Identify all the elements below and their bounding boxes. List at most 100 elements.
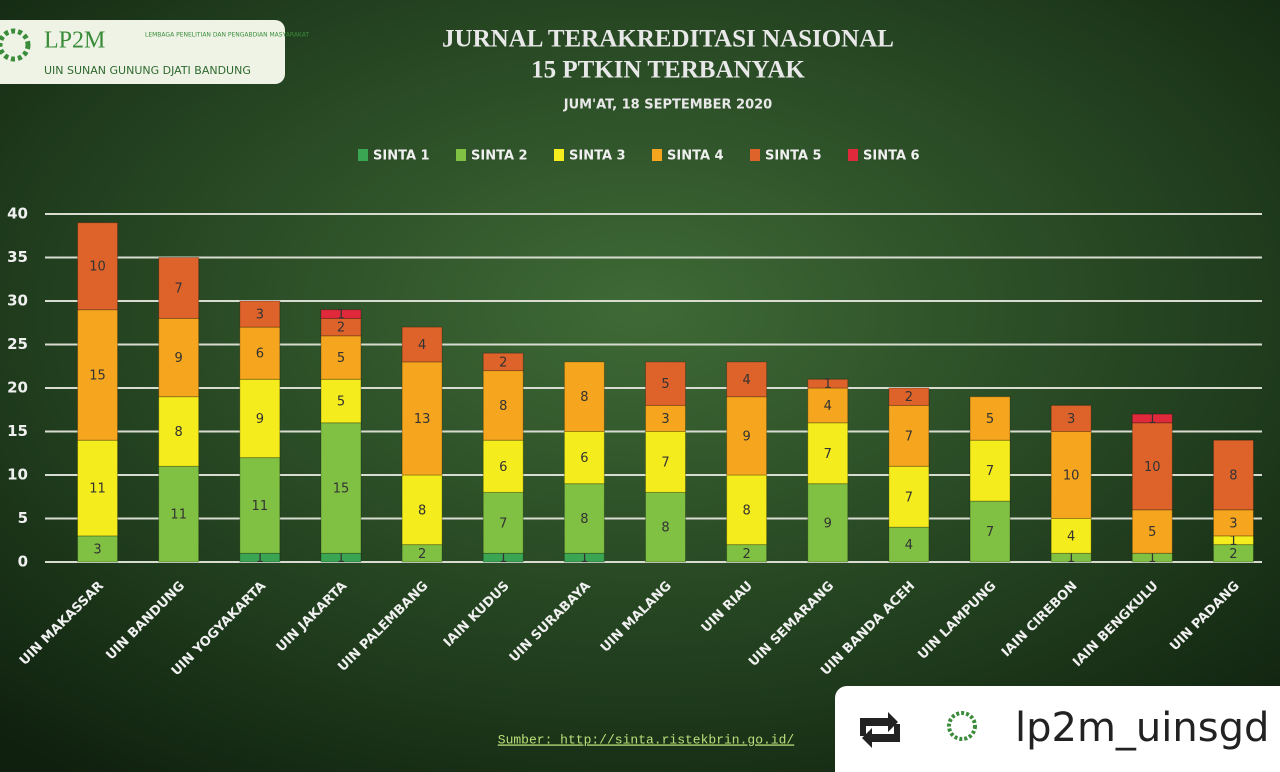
y-tick-label: 10 xyxy=(7,466,28,484)
source: Sumber: http://sinta.ristekbrin.go.id/ xyxy=(498,732,795,747)
data-label: 15 xyxy=(89,368,106,383)
bar-segment xyxy=(1050,404,1092,432)
bar-segment xyxy=(1212,439,1254,511)
data-label: 2 xyxy=(1229,547,1237,562)
bar-segment xyxy=(158,465,200,563)
legend-label: SINTA 4 xyxy=(667,149,724,164)
bar-segment xyxy=(888,526,930,563)
bar-segment xyxy=(969,500,1011,563)
bar-segment xyxy=(320,309,362,319)
data-label: 4 xyxy=(418,338,426,353)
data-label: 7 xyxy=(661,455,669,470)
bar-segment xyxy=(320,422,362,554)
data-label: 7 xyxy=(986,525,994,540)
bar-segment xyxy=(239,326,281,380)
data-label: 2 xyxy=(742,547,750,562)
chart-title: JURNAL TERAKREDITASI NASIONAL xyxy=(442,26,894,53)
y-tick-label: 20 xyxy=(7,379,28,397)
y-tick-label: 40 xyxy=(7,205,28,223)
y-tick-label: 0 xyxy=(18,553,28,571)
bar-segment xyxy=(401,474,443,546)
y-tick-label: 25 xyxy=(7,335,28,353)
data-label: 11 xyxy=(170,508,187,523)
data-label: 8 xyxy=(580,390,588,405)
bar-segment xyxy=(239,378,281,459)
bar-segment xyxy=(158,257,200,319)
legend-swatch xyxy=(554,149,564,161)
legend-label: SINTA 2 xyxy=(471,149,528,164)
bar-segment xyxy=(969,396,1011,441)
bar-segment xyxy=(726,396,768,476)
data-label: 7 xyxy=(824,447,832,462)
subtitle: JUM'AT, 18 SEPTEMBER 2020 xyxy=(563,98,772,113)
data-label: 1 xyxy=(256,551,264,566)
bar-segment xyxy=(645,431,686,493)
data-label: 3 xyxy=(1229,516,1237,531)
bar-segment xyxy=(888,404,930,467)
data-label: 1 xyxy=(1229,534,1237,549)
bar-segment xyxy=(1212,535,1254,546)
logo-sub: LEMBAGA PENELITIAN DAN PENGABDIAN MASYAR… xyxy=(145,32,309,39)
data-label: 7 xyxy=(175,281,183,296)
data-label: 8 xyxy=(580,512,588,527)
data-label: 4 xyxy=(824,399,832,414)
bar-segment xyxy=(888,387,930,406)
bar-segment xyxy=(1131,509,1173,554)
data-label: 3 xyxy=(256,308,264,323)
y-tick-label: 15 xyxy=(7,422,28,440)
badge-bg xyxy=(835,686,1280,772)
bar-segment xyxy=(482,491,524,554)
bar-segment xyxy=(320,378,362,424)
legend-label: SINTA 6 xyxy=(863,149,920,164)
data-label: 7 xyxy=(905,490,913,505)
bar-segment xyxy=(726,361,768,398)
data-label: 11 xyxy=(89,482,106,497)
data-label: 8 xyxy=(499,399,507,414)
bar-segment xyxy=(969,439,1011,502)
y-tick-label: 35 xyxy=(7,248,28,266)
data-label: 5 xyxy=(986,412,994,427)
legend-label: SINTA 3 xyxy=(569,149,626,164)
data-label: 3 xyxy=(661,412,669,427)
data-label: 10 xyxy=(1063,469,1080,484)
data-label: 2 xyxy=(418,547,426,562)
data-label: 7 xyxy=(905,429,913,444)
bar-segment xyxy=(482,439,524,493)
bar-segment xyxy=(401,326,443,363)
bar-segment xyxy=(239,457,281,554)
bar-segment xyxy=(563,431,605,485)
bar-segment xyxy=(401,361,443,476)
data-label: 1 xyxy=(1148,412,1156,427)
data-label: 2 xyxy=(905,390,913,405)
data-label: 1 xyxy=(1148,551,1156,566)
badge-logo xyxy=(947,711,977,741)
bar-segment xyxy=(77,309,119,441)
data-label: 13 xyxy=(414,412,431,427)
bar-segment xyxy=(807,483,849,563)
chart-title: 15 PTKIN TERBANYAK xyxy=(531,57,805,84)
data-label: 1 xyxy=(824,377,832,392)
legend-swatch xyxy=(750,149,760,161)
logo-box: LP2M LEMBAGA PENELITIAN DAN PENGABDIAN M… xyxy=(0,20,309,84)
bar-segment xyxy=(563,361,605,432)
data-label: 1 xyxy=(580,551,588,566)
data-label: 9 xyxy=(256,412,264,427)
data-label: 6 xyxy=(256,347,264,362)
data-label: 8 xyxy=(1229,469,1237,484)
data-label: 3 xyxy=(93,542,101,557)
legend-swatch xyxy=(456,149,466,161)
bar-segment xyxy=(482,352,524,372)
data-label: 9 xyxy=(175,351,183,366)
data-label: 8 xyxy=(742,503,750,518)
data-label: 1 xyxy=(337,551,345,566)
data-label: 1 xyxy=(499,551,507,566)
legend-swatch xyxy=(358,149,368,161)
bar-segment xyxy=(1050,431,1092,519)
data-label: 6 xyxy=(499,460,507,475)
data-label: 10 xyxy=(89,260,106,275)
bar-segment xyxy=(726,474,768,546)
data-label: 10 xyxy=(1144,460,1161,475)
data-label: 2 xyxy=(337,321,345,336)
bar-segment xyxy=(888,465,930,528)
